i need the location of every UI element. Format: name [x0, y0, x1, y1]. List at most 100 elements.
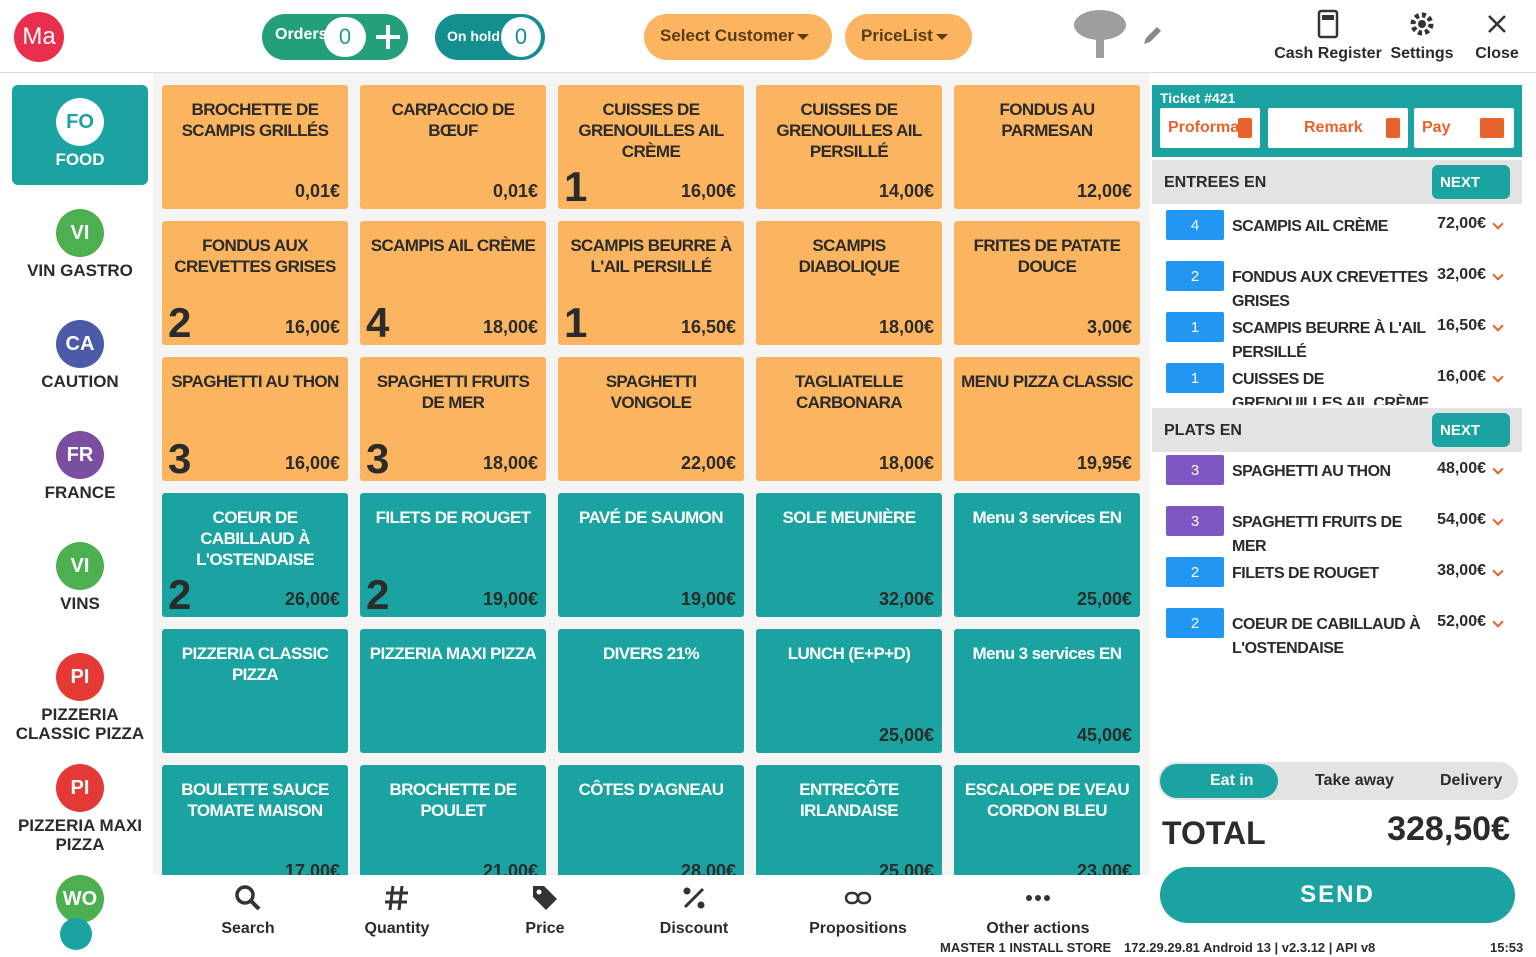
- item-name[interactable]: SPAGHETTI FRUITS DE MER: [1232, 514, 1402, 555]
- cash-register[interactable]: Cash Register: [1274, 45, 1382, 62]
- item-name[interactable]: SCAMPIS AIL CRÈME: [1232, 218, 1388, 235]
- product-tile[interactable]: BOULETTE SAUCE TOMATE MAISON 17,00€: [162, 765, 348, 875]
- product-tile[interactable]: BROCHETTE DE SCAMPIS GRILLÉS 0,01€: [162, 85, 348, 209]
- product-tile[interactable]: MENU PIZZA CLASSIC 19,95€: [954, 357, 1140, 481]
- category-badge[interactable]: PI: [56, 764, 104, 812]
- product-tile[interactable]: TAGLIATELLE CARBONARA 18,00€: [756, 357, 942, 481]
- send-button[interactable]: SEND: [1160, 867, 1515, 923]
- category-name[interactable]: VIN GASTRO: [27, 261, 133, 280]
- category-name[interactable]: VINS: [60, 594, 100, 613]
- order-type-label[interactable]: Take away: [1315, 772, 1394, 789]
- product-tile[interactable]: ENTRECÔTE IRLANDAISE 25,00€: [756, 765, 942, 875]
- item-name[interactable]: COEUR DE CABILLAUD À L'OSTENDAISE: [1232, 616, 1421, 657]
- product-tile[interactable]: COEUR DE CABILLAUD À L'OSTENDAISE 2 26,00€: [162, 493, 348, 618]
- toolbar-button[interactable]: Propositions: [809, 920, 907, 937]
- product-price: 22,00€: [680, 453, 736, 473]
- product-tile[interactable]: ESCALOPE DE VEAU CORDON BLEU 23,00€: [954, 765, 1140, 875]
- caret: [797, 34, 809, 46]
- product-qty: 2: [168, 571, 192, 618]
- toolbar-button[interactable]: Quantity: [364, 920, 430, 937]
- section-items: 3 SPAGHETTI AU THON 48,00€ 3 SPAGHETTI FRUIT…: [1152, 450, 1522, 750]
- item-name[interactable]: FONDUS AUX CREVETTES GRISES: [1232, 269, 1428, 310]
- product-tile[interactable]: SOLE MEUNIÈRE 32,00€: [756, 493, 942, 617]
- item-name[interactable]: FILETS DE ROUGET: [1232, 565, 1379, 582]
- product-tile[interactable]: Menu 3 services EN 45,00€: [954, 629, 1140, 753]
- product-tile[interactable]: CUISSES DE GRENOUILLES AIL PERSILLÉ 14,00…: [756, 85, 942, 209]
- logo[interactable]: Ma: [14, 12, 64, 62]
- product-tile[interactable]: Menu 3 services EN 25,00€: [954, 493, 1140, 617]
- toolbar-icon-svg: [1026, 895, 1050, 901]
- close-icon: [1481, 8, 1513, 40]
- category-name[interactable]: FOOD: [55, 150, 105, 169]
- next-button[interactable]: NEXT: [1432, 413, 1510, 447]
- category-badge[interactable]: VI: [56, 542, 104, 590]
- product-tile[interactable]: FONDUS AUX CREVETTES GRISES 2 16,00€: [162, 221, 348, 346]
- product-tile[interactable]: SCAMPIS DIABOLIQUE 18,00€: [756, 221, 942, 345]
- eat-in-selected[interactable]: [1160, 764, 1278, 798]
- category-badge[interactable]: WO: [56, 875, 104, 923]
- item-chevron[interactable]: [1492, 371, 1504, 383]
- item-chevron[interactable]: [1492, 616, 1504, 628]
- product-tile[interactable]: SPAGHETTI AU THON 3 16,00€: [162, 357, 348, 482]
- product-tile[interactable]: SCAMPIS AIL CRÈME 4 18,00€: [360, 221, 546, 346]
- product-tile[interactable]: PAVÉ DE SAUMON 19,00€: [558, 493, 744, 617]
- remark-button[interactable]: [1268, 108, 1408, 148]
- toolbar-button[interactable]: Discount: [659, 920, 729, 937]
- product-tile[interactable]: SPAGHETTI FRUITS DE MER 3 18,00€: [360, 357, 546, 482]
- category-name[interactable]: PIZZERIA CLASSIC PIZZA: [15, 705, 145, 743]
- category-badge[interactable]: CA: [56, 320, 104, 368]
- product-tile[interactable]: CÔTES D'AGNEAU 28,00€: [558, 765, 744, 875]
- table-leg: [1096, 38, 1104, 58]
- product-tile[interactable]: SPAGHETTI VONGOLE 22,00€: [558, 357, 744, 481]
- toolbar-button[interactable]: Price: [525, 920, 565, 937]
- product-tile[interactable]: LUNCH (E+P+D) 25,00€: [756, 629, 942, 753]
- item-qty[interactable]: 4: [1166, 210, 1224, 240]
- order-type-label[interactable]: Delivery: [1440, 772, 1503, 789]
- item-chevron[interactable]: [1492, 565, 1504, 577]
- product-tile[interactable]: PIZZERIA MAXI PIZZA: [360, 629, 546, 753]
- product-price: 21,00€: [482, 861, 538, 875]
- item-qty[interactable]: 2: [1166, 261, 1224, 291]
- toolbar-button[interactable]: Search: [221, 920, 275, 937]
- product-tile[interactable]: CUISSES DE GRENOUILLES AIL CRÈME 1 16,00€: [558, 85, 744, 210]
- item-qty[interactable]: 3: [1166, 506, 1224, 536]
- product-tile[interactable]: BROCHETTE DE POULET 21,00€: [360, 765, 546, 875]
- product-tile[interactable]: PIZZERIA CLASSIC PIZZA: [162, 629, 348, 753]
- toolbar-button[interactable]: Other actions: [986, 920, 1090, 937]
- product-tile[interactable]: FRITES DE PATATE DOUCE 3,00€: [954, 221, 1140, 345]
- item-chevron[interactable]: [1492, 218, 1504, 230]
- item-qty[interactable]: 2: [1166, 557, 1224, 587]
- item-chevron[interactable]: [1492, 269, 1504, 281]
- item-qty[interactable]: 2: [1166, 608, 1224, 638]
- item-qty[interactable]: 3: [1166, 455, 1224, 485]
- product-price: 16,00€: [284, 317, 340, 337]
- product-tile[interactable]: FILETS DE ROUGET 2 19,00€: [360, 493, 546, 618]
- item-name[interactable]: SCAMPIS BEURRE À L'AIL PERSILLÉ: [1232, 320, 1426, 361]
- status-info: 172.29.29.81 Android 13 | v2.3.12 | API …: [1124, 940, 1376, 955]
- product-tile[interactable]: DIVERS 21%: [558, 629, 744, 753]
- order-type-label[interactable]: Eat in: [1210, 772, 1254, 789]
- category-name[interactable]: FRANCE: [44, 483, 116, 502]
- category-badge[interactable]: FO: [56, 98, 104, 146]
- category-name[interactable]: PIZZERIA MAXI PIZZA: [17, 816, 143, 854]
- item-name[interactable]: CUISSES DE GRENOUILLES AIL CRÈME: [1232, 371, 1429, 405]
- item-name[interactable]: SPAGHETTI AU THON: [1232, 463, 1391, 480]
- item-chevron[interactable]: [1492, 320, 1504, 332]
- close[interactable]: Close: [1475, 45, 1519, 62]
- item-chevron[interactable]: [1492, 463, 1504, 475]
- category-badge[interactable]: FR: [56, 431, 104, 479]
- pricelist[interactable]: [845, 14, 972, 60]
- product-tile[interactable]: FONDUS AU PARMESAN 12,00€: [954, 85, 1140, 209]
- item-qty[interactable]: 1: [1166, 363, 1224, 393]
- category-badge[interactable]: VI: [56, 209, 104, 257]
- category-badge[interactable]: PI: [56, 653, 104, 701]
- product-tile[interactable]: CARPACCIO DE BŒUF 0,01€: [360, 85, 546, 209]
- item-chevron[interactable]: [1492, 514, 1504, 526]
- add-table[interactable]: [1074, 10, 1126, 40]
- next-button[interactable]: NEXT: [1432, 165, 1510, 199]
- product-tile[interactable]: SCAMPIS BEURRE À L'AIL PERSILLÉ 1 16,50€: [558, 221, 744, 346]
- category-name[interactable]: CAUTION: [41, 372, 119, 391]
- item-qty[interactable]: 1: [1166, 312, 1224, 342]
- toolbar: [152, 875, 1150, 957]
- settings[interactable]: Settings: [1390, 45, 1454, 62]
